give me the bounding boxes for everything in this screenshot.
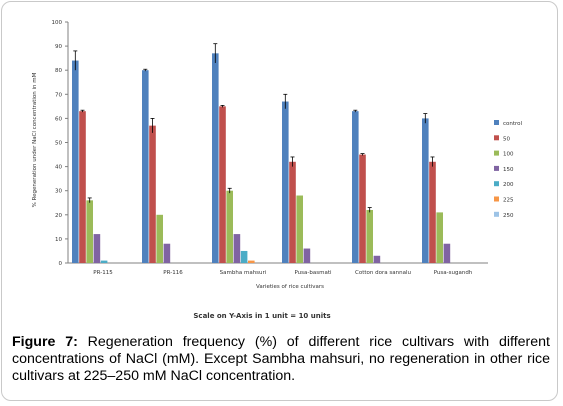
legend-swatch (494, 120, 499, 125)
chart-labels: % Regeneration under NaCl concentration … (32, 72, 331, 320)
bar (429, 161, 436, 263)
legend-label: 150 (503, 167, 514, 173)
bar (359, 154, 366, 263)
bar (149, 125, 156, 263)
x-tick-label: Sambha mahsuri (220, 270, 267, 276)
legend-swatch (494, 181, 499, 187)
y-tick-label: 80 (55, 68, 62, 74)
bar (373, 255, 381, 263)
bar (366, 209, 373, 263)
bar (233, 234, 241, 263)
y-tick-label: 60 (55, 116, 62, 122)
x-tick-label: Pusa-basmati (294, 270, 332, 276)
y-tick-label: 90 (55, 44, 62, 50)
bar (100, 260, 108, 263)
legend-label: 50 (503, 136, 510, 142)
figure-frame (1, 1, 558, 401)
y-tick-label: 100 (52, 20, 63, 26)
x-tick-label: Pusa-sugandh (434, 270, 473, 276)
y-tick-label: 70 (55, 92, 62, 98)
caption-text: Regeneration frequency (%) of different … (12, 334, 550, 384)
chart-bars (72, 43, 451, 264)
bar (248, 260, 255, 263)
x-tick-label: PR-115 (93, 270, 113, 276)
bar (219, 106, 226, 263)
bar (240, 250, 248, 263)
bar (352, 111, 359, 263)
bar (226, 190, 233, 263)
bar (93, 234, 101, 263)
legend-swatch (494, 135, 499, 141)
figure-caption: Figure 7: Regeneration frequency (%) of … (12, 334, 550, 385)
x-axis-label: Varieties of rice cultivars (256, 284, 324, 290)
bar (282, 101, 289, 263)
bar (142, 70, 149, 263)
bar (443, 243, 451, 263)
legend-swatch (494, 196, 499, 202)
legend-swatch (494, 211, 499, 217)
legend-swatch (494, 150, 499, 156)
bar-chart: 0 10 20 30 40 50 60 70 80 90 100 PR-115 PR-116 Sambha… (32, 20, 523, 320)
bar (303, 248, 311, 263)
chart-axes: 0 10 20 30 40 50 60 70 80 90 100 PR-115 PR-116 Sambha… (52, 20, 488, 276)
bar (86, 200, 93, 263)
legend-label: control (503, 121, 523, 127)
chart-legend: control 50 100 150 200 225 250 (494, 120, 523, 219)
x-tick-label: PR-116 (163, 270, 183, 276)
legend-label: 250 (503, 213, 514, 219)
caption-label: Figure 7: (12, 334, 78, 350)
bar (296, 195, 303, 263)
legend-label: 225 (503, 198, 514, 204)
bar (289, 161, 296, 263)
y-tick-label: 30 (55, 189, 62, 195)
bar (422, 118, 429, 264)
y-tick-label: 50 (55, 141, 62, 147)
bar (156, 214, 163, 263)
bar (163, 243, 171, 263)
bar (436, 212, 443, 263)
y-axis-label: % Regeneration under NaCl concentration … (32, 72, 38, 207)
y-tick-label: 40 (55, 165, 62, 171)
bar (79, 111, 86, 263)
legend-label: 200 (503, 182, 514, 188)
bar (72, 60, 79, 264)
scale-footnote: Scale on Y-Axis in 1 unit = 10 units (193, 312, 330, 320)
y-tick-label: 20 (55, 213, 62, 219)
y-tick-label: 0 (59, 261, 63, 267)
x-tick-label: Cotton dora sannalu (355, 270, 411, 276)
legend-swatch (494, 165, 499, 171)
y-tick-label: 10 (55, 237, 62, 243)
legend-label: 100 (503, 152, 514, 158)
bar (212, 53, 219, 263)
